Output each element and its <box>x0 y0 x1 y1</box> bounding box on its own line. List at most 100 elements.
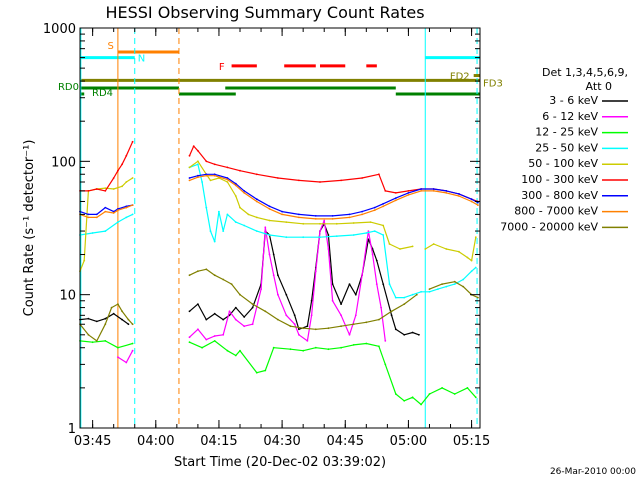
data-point <box>378 318 380 321</box>
data-point <box>293 314 296 317</box>
axes: 03:45 04:00 04:15 04:30 04:45 05:00 05:15 1 10 10… <box>43 22 490 449</box>
data-point <box>327 348 330 351</box>
data-point <box>371 253 374 256</box>
data-point <box>365 321 368 324</box>
series-7 <box>79 173 479 217</box>
data-point <box>213 163 216 166</box>
data-point <box>340 314 342 317</box>
data-point <box>403 399 406 402</box>
data-point <box>314 328 317 331</box>
data-point <box>348 333 351 336</box>
series-3 <box>79 340 477 406</box>
data-point <box>234 195 237 197</box>
data-point <box>327 248 330 250</box>
data-point <box>474 266 477 269</box>
data-point <box>234 318 237 321</box>
data-point <box>226 213 229 216</box>
data-point <box>117 303 119 305</box>
data-point <box>197 149 199 152</box>
data-point <box>213 312 216 315</box>
data-point <box>91 341 94 344</box>
data-point <box>112 188 115 190</box>
x-tick-label: 04:45 <box>327 434 364 449</box>
legend-label: 100 - 300 keV <box>521 173 598 186</box>
data-point <box>369 221 372 224</box>
data-point <box>112 212 115 214</box>
series-2 <box>117 219 387 364</box>
data-point <box>348 216 351 219</box>
data-point <box>394 199 397 202</box>
data-point <box>277 293 279 296</box>
data-point <box>104 187 107 190</box>
series-line <box>79 204 133 218</box>
data-point <box>117 356 119 358</box>
data-point <box>298 333 300 336</box>
data-point <box>213 274 216 277</box>
data-point <box>117 209 119 212</box>
data-point <box>201 181 204 183</box>
data-point <box>382 202 385 205</box>
data-point <box>390 314 393 317</box>
chart-title: HESSI Observing Summary Count Rates <box>105 3 424 22</box>
data-point <box>420 403 422 406</box>
data-point <box>361 177 363 179</box>
data-point <box>264 369 267 372</box>
series-9 <box>79 268 479 342</box>
data-point <box>272 346 275 349</box>
data-point <box>411 396 414 399</box>
series-line <box>79 177 133 272</box>
legend-header: Det 1,3,4,5,6,9, <box>542 66 628 79</box>
data-point <box>104 210 107 213</box>
data-point <box>255 216 258 219</box>
data-point <box>403 296 406 299</box>
data-point <box>458 193 460 195</box>
data-point <box>264 226 267 229</box>
data-point <box>319 230 321 233</box>
data-point <box>298 213 300 216</box>
series-line <box>429 281 479 299</box>
data-point <box>197 328 199 331</box>
vertical-markers <box>80 28 478 428</box>
data-point <box>466 256 469 259</box>
data-point <box>131 349 134 352</box>
data-point <box>340 325 342 328</box>
data-point <box>285 314 288 317</box>
series-4 <box>79 163 477 299</box>
data-point <box>453 393 456 395</box>
flag-label-n: N <box>138 54 145 65</box>
data-point <box>420 290 422 293</box>
data-point <box>319 181 321 183</box>
data-point <box>285 236 288 239</box>
data-point <box>213 340 216 342</box>
data-point <box>445 285 448 288</box>
legend-label: 800 - 7000 keV <box>514 205 598 218</box>
data-point <box>306 340 309 342</box>
data-point <box>121 163 123 166</box>
data-point <box>251 303 254 305</box>
data-point <box>268 205 271 208</box>
legend-label: 25 - 50 keV <box>535 141 598 154</box>
data-point <box>188 154 191 157</box>
data-point <box>188 166 191 169</box>
data-point <box>125 206 128 209</box>
data-point <box>255 200 258 203</box>
data-point <box>104 190 107 192</box>
data-point <box>87 333 90 336</box>
data-point <box>201 346 204 349</box>
data-point <box>340 346 342 349</box>
flag-label-rd4: RD4 <box>92 88 113 99</box>
data-point <box>382 205 385 208</box>
data-point <box>230 283 233 285</box>
data-point <box>441 283 443 285</box>
data-point <box>197 163 199 166</box>
data-point <box>197 160 199 163</box>
data-point <box>117 346 119 349</box>
data-point <box>277 177 279 179</box>
data-point <box>255 371 258 374</box>
data-point <box>268 219 271 222</box>
data-point <box>348 283 351 285</box>
data-point <box>407 190 410 192</box>
data-point <box>188 341 191 344</box>
plot-frame <box>79 27 481 429</box>
series-line <box>79 340 133 349</box>
